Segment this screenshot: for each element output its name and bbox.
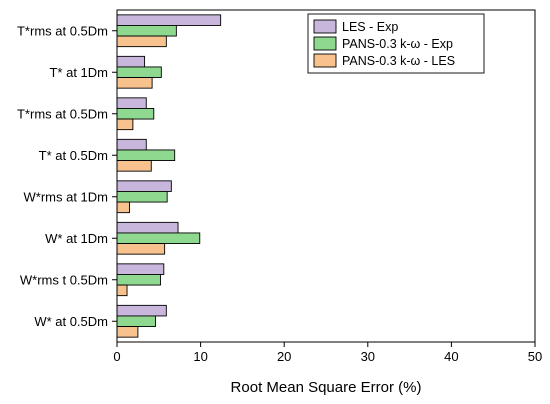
x-tick-label: 10 <box>193 349 207 364</box>
y-tick-label: W*rms at 1Dm <box>24 189 109 204</box>
y-tick-label: W* at 1Dm <box>45 231 108 246</box>
bar-1-7 <box>116 263 165 275</box>
bar-2-1 <box>116 25 177 37</box>
bar-2-3 <box>116 107 155 120</box>
bar-2-4 <box>116 149 176 161</box>
bar-1-4 <box>116 138 147 151</box>
bar-2-5 <box>116 190 168 203</box>
legend-label: LES - Exp <box>342 20 398 34</box>
bar-2-7 <box>116 274 161 286</box>
bar-3-7 <box>116 284 128 297</box>
bar-3-1 <box>116 35 167 48</box>
x-tick-label: 50 <box>528 349 542 364</box>
bar-3-2 <box>116 77 153 89</box>
x-tick-label: 0 <box>113 349 120 364</box>
legend: LES - Exp PANS-0.3 k-ω - Exp PANS-0.3 k-ω … <box>307 13 485 74</box>
legend-box <box>307 13 485 74</box>
bar-1-2 <box>116 55 146 68</box>
y-tick-label: T*rms at 0.5Dm <box>17 23 108 38</box>
bar-1-1 <box>116 14 222 26</box>
bar-2-8 <box>116 315 156 328</box>
legend-swatch <box>313 36 337 51</box>
y-tick-label: T*rms at 0.5Dm <box>17 106 108 121</box>
legend-label: PANS-0.3 k-ω - Exp <box>342 37 453 51</box>
y-tick-label: W* at 0.5Dm <box>34 314 108 329</box>
x-tick-label: 20 <box>277 349 291 364</box>
x-tick-label: 40 <box>444 349 458 364</box>
x-axis-title: Root Mean Square Error (%) <box>231 379 422 396</box>
bars-layer <box>116 14 222 338</box>
y-tick-label: W*rms t 0.5Dm <box>20 272 108 287</box>
y-axis: T*rms at 0.5Dm T* at 1Dm T*rms at 0.5Dm T* … <box>17 23 117 329</box>
y-tick-label: T* at 0.5Dm <box>39 148 108 163</box>
bar-3-6 <box>116 243 166 255</box>
x-axis: 0 10 20 30 40 50 <box>113 342 542 364</box>
y-tick-label: T* at 1Dm <box>49 65 108 80</box>
legend-swatch <box>313 53 337 68</box>
bar-1-3 <box>116 97 147 109</box>
bar-3-3 <box>116 118 134 131</box>
x-tick-label: 30 <box>361 349 375 364</box>
plot-frame <box>116 9 536 343</box>
bar-1-6 <box>116 221 179 234</box>
bar-2-2 <box>116 66 162 78</box>
legend-label: PANS-0.3 k-ω - LES <box>342 54 455 68</box>
bar-1-5 <box>116 180 172 192</box>
bar-3-8 <box>116 326 139 338</box>
bar-2-6 <box>116 232 201 244</box>
bar-3-4 <box>116 160 152 172</box>
bar-1-8 <box>116 304 167 317</box>
bar-3-5 <box>116 201 130 214</box>
legend-swatch <box>313 19 337 34</box>
